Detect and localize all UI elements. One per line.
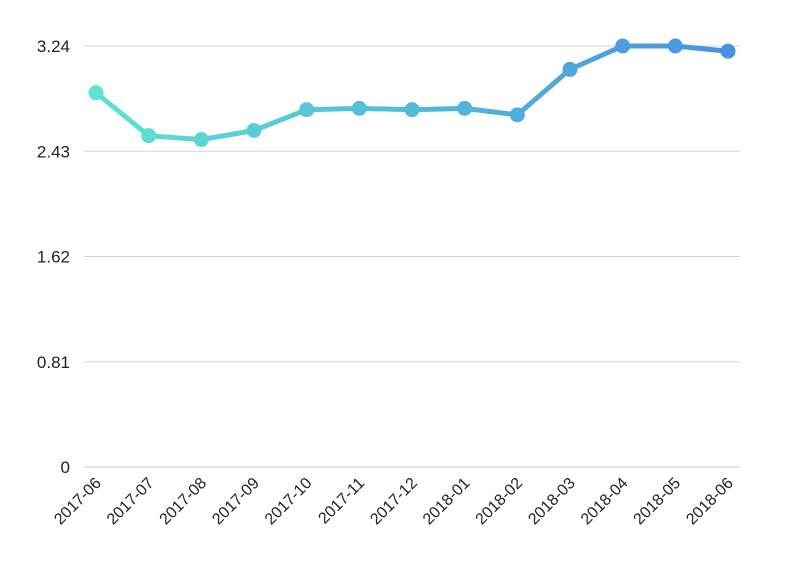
series-line: [93, 43, 731, 143]
data-point[interactable]: [299, 102, 315, 118]
x-tick-label: 2018-01: [420, 475, 474, 529]
y-tick-label: 0.81: [37, 353, 70, 372]
y-tick-label: 2.43: [37, 142, 70, 161]
x-tick-label: 2018-06: [683, 475, 737, 529]
x-axis-ticks: 2017-06 2017-07 2017-08 2017-09 2017-10 2017-…: [51, 475, 737, 529]
data-point[interactable]: [193, 132, 209, 148]
x-tick-label: 2017-12: [367, 475, 421, 529]
data-point[interactable]: [246, 122, 262, 138]
data-point[interactable]: [667, 38, 683, 54]
x-tick-label: 2018-02: [473, 475, 527, 529]
x-tick-label: 2017-09: [209, 475, 263, 529]
data-point[interactable]: [351, 100, 367, 116]
data-point[interactable]: [720, 43, 736, 59]
x-tick-label: 2017-11: [315, 475, 368, 528]
x-tick-label: 2018-04: [578, 475, 632, 529]
data-point[interactable]: [141, 128, 157, 144]
data-point[interactable]: [509, 107, 525, 123]
y-tick-label: 3.24: [37, 37, 70, 56]
x-tick-label: 2017-10: [262, 475, 316, 529]
data-point[interactable]: [457, 100, 473, 116]
x-tick-label: 2017-08: [157, 475, 211, 529]
y-axis-ticks: 0 0.81 1.62 2.43 3.24: [37, 37, 70, 477]
y-tick-label: 0: [61, 458, 70, 477]
data-point[interactable]: [88, 85, 104, 101]
x-tick-label: 2017-07: [104, 475, 158, 529]
x-tick-label: 2017-06: [51, 475, 105, 529]
data-point[interactable]: [404, 102, 420, 118]
data-point[interactable]: [562, 61, 578, 77]
x-tick-label: 2018-05: [631, 475, 685, 529]
y-tick-label: 1.62: [37, 248, 70, 267]
x-tick-label: 2018-03: [525, 475, 579, 529]
series-layer: [88, 38, 736, 148]
data-point[interactable]: [615, 38, 631, 54]
grid-layer: [84, 45, 740, 468]
